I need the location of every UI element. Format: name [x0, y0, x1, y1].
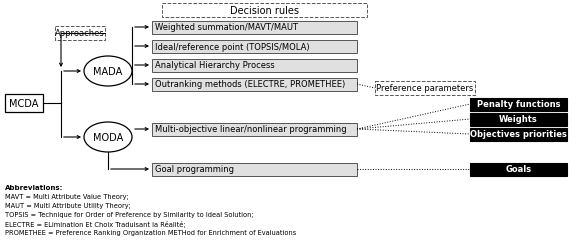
- Bar: [470, 98, 567, 111]
- Bar: [152, 59, 357, 72]
- Text: TOPSIS = Technique for Order of Preference by Similarity to Ideal Solution;: TOPSIS = Technique for Order of Preferen…: [5, 211, 253, 217]
- Bar: [152, 78, 357, 91]
- Bar: [152, 40, 357, 53]
- Text: Outranking methods (ELECTRE, PROMETHEE): Outranking methods (ELECTRE, PROMETHEE): [155, 80, 345, 89]
- Text: Decision rules: Decision rules: [230, 6, 299, 16]
- Text: Abbreviations:: Abbreviations:: [5, 184, 63, 190]
- Bar: [152, 123, 357, 136]
- Text: Weighted summation/MAVT/MAUT: Weighted summation/MAVT/MAUT: [155, 24, 298, 32]
- Text: Goal programming: Goal programming: [155, 165, 234, 174]
- Bar: [375, 82, 475, 96]
- Bar: [162, 4, 367, 18]
- Bar: [5, 94, 43, 112]
- Bar: [152, 163, 357, 176]
- Bar: [470, 163, 567, 176]
- Text: Objectives priorities: Objectives priorities: [470, 130, 567, 139]
- Text: Ideal/reference point (TOPSIS/MOLA): Ideal/reference point (TOPSIS/MOLA): [155, 42, 309, 51]
- Text: ELECTRE = ELimination Et Choix Traduisant la Réalité;: ELECTRE = ELimination Et Choix Traduisan…: [5, 220, 185, 227]
- Bar: [470, 128, 567, 141]
- Text: Goals: Goals: [506, 165, 531, 174]
- Text: Penalty functions: Penalty functions: [476, 100, 560, 109]
- Text: Preference parameters: Preference parameters: [376, 84, 474, 93]
- Text: PROMETHEE = Preference Ranking Organization METHod for Enrichment of Evaluations: PROMETHEE = Preference Ranking Organizat…: [5, 229, 296, 235]
- Text: Multi-objective linear/nonlinear programming: Multi-objective linear/nonlinear program…: [155, 125, 347, 134]
- Text: MAVT = Multi Attribute Value Theory;: MAVT = Multi Attribute Value Theory;: [5, 193, 129, 199]
- Ellipse shape: [84, 122, 132, 152]
- Text: Weights: Weights: [499, 115, 538, 124]
- Bar: [55, 27, 105, 41]
- Text: MAUT = Multi Attribute Utility Theory;: MAUT = Multi Attribute Utility Theory;: [5, 202, 131, 208]
- Text: Analytical Hierarchy Process: Analytical Hierarchy Process: [155, 61, 275, 70]
- Text: Approaches: Approaches: [55, 30, 105, 38]
- Text: MCDA: MCDA: [9, 98, 39, 108]
- Text: MODA: MODA: [93, 132, 123, 142]
- Text: MADA: MADA: [93, 67, 122, 77]
- Bar: [470, 113, 567, 126]
- Bar: [152, 22, 357, 34]
- Ellipse shape: [84, 57, 132, 87]
